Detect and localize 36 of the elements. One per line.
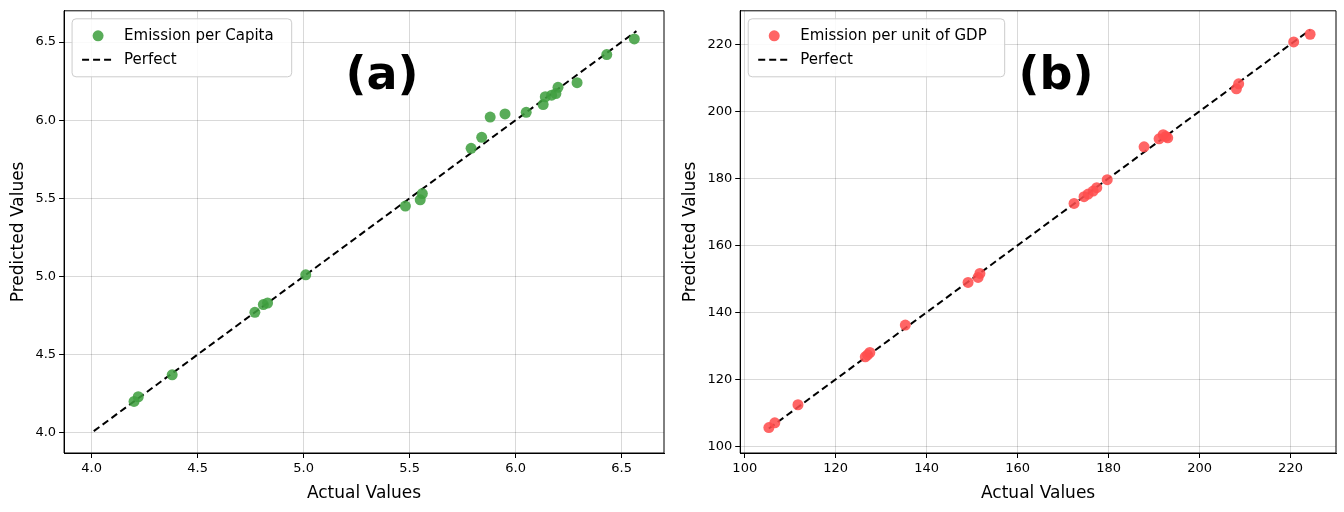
y-tick-label: 200 (707, 102, 733, 118)
y-tick-label: 4.0 (35, 424, 57, 440)
x-tick-label: 5.0 (293, 460, 314, 476)
annotation: (b) (1018, 46, 1094, 101)
x-tick-label: 100 (732, 460, 758, 476)
y-tick-label: 4.5 (35, 345, 57, 361)
legend-label: Emission per unit of GDP (800, 25, 987, 44)
x-tick-label: 140 (914, 460, 940, 476)
legend-label: Emission per Capita (124, 25, 274, 44)
y-tick-label: 100 (707, 437, 733, 453)
y-tick-label: 5.5 (35, 189, 57, 205)
x-tick-label: 160 (1005, 460, 1031, 476)
y-tick-label: 6.5 (35, 33, 57, 49)
y-tick-label: 5.0 (35, 267, 57, 283)
y-tick-label: 120 (707, 370, 733, 386)
x-axis-title: Actual Values (981, 482, 1096, 503)
y-tick-label: 160 (707, 236, 733, 252)
x-tick-label: 6.0 (505, 460, 526, 476)
legend-label: Perfect (124, 49, 177, 68)
annotation: (a) (345, 46, 419, 101)
y-tick-label: 6.0 (35, 111, 57, 127)
x-tick-label: 120 (823, 460, 849, 476)
x-tick-label: 6.5 (611, 460, 632, 476)
x-tick-label: 220 (1278, 460, 1303, 476)
y-tick-label: 140 (707, 303, 733, 319)
y-axis-title: Predicted Values (678, 161, 699, 303)
x-tick-label: 180 (1096, 460, 1122, 476)
x-axis-title: Actual Values (306, 482, 422, 503)
x-tick-label: 4.0 (81, 460, 102, 476)
legend-label: Perfect (800, 49, 853, 68)
y-axis-title: Predicted Values (6, 161, 27, 303)
y-tick-label: 180 (707, 169, 733, 185)
x-tick-label: 200 (1187, 460, 1212, 476)
x-tick-label: 4.5 (187, 460, 208, 476)
y-tick-label: 220 (707, 35, 733, 51)
x-tick-label: 5.5 (399, 460, 420, 476)
